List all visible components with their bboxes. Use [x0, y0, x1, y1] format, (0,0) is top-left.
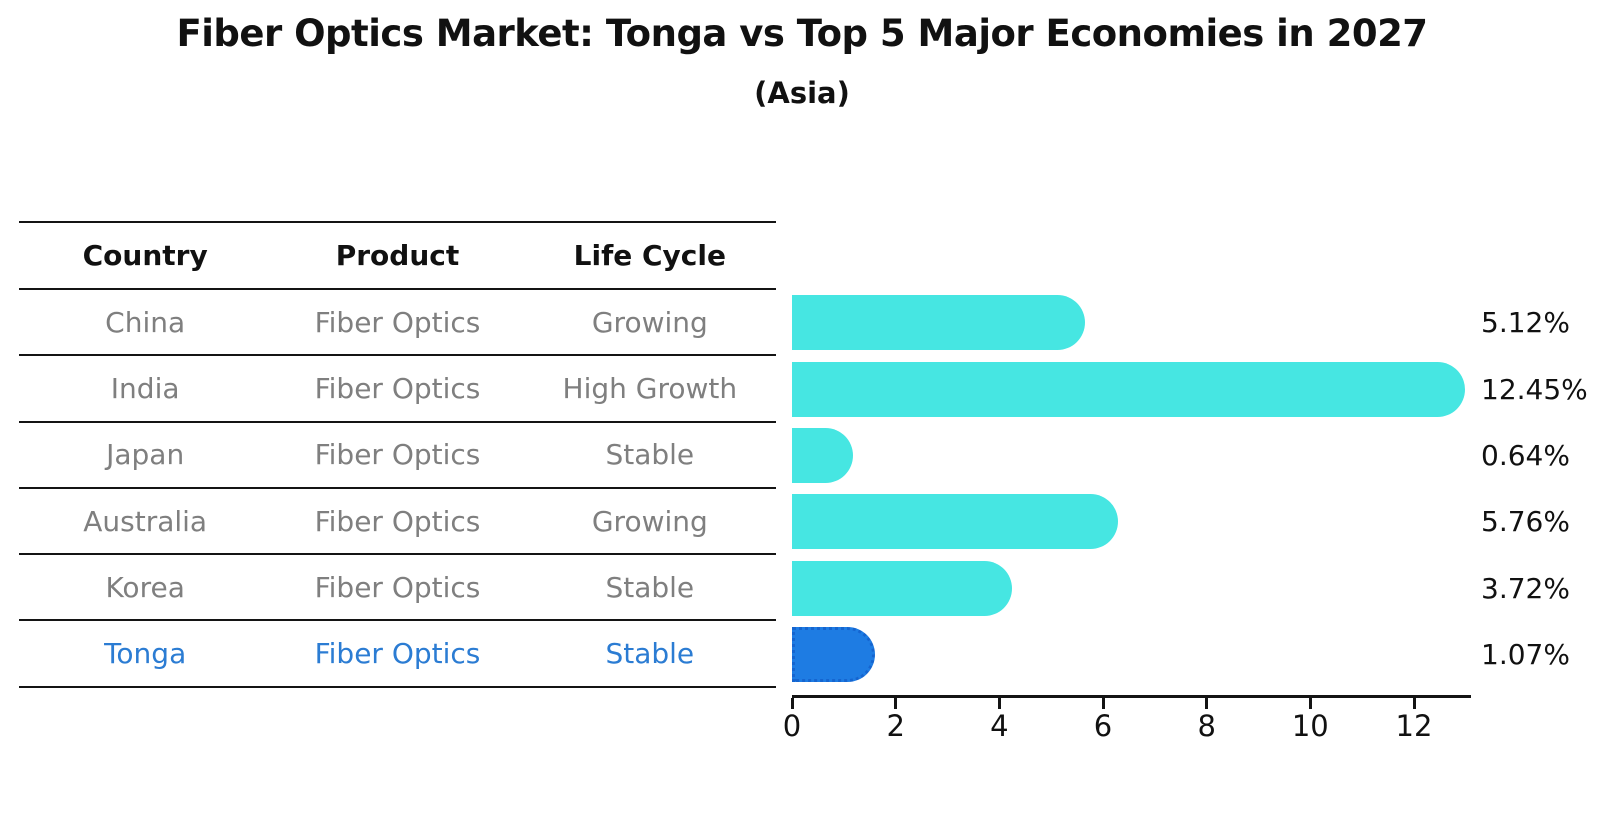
cell-life-cycle: High Growth [562, 371, 738, 405]
country-table: Country Product Life Cycle China Fiber O… [19, 221, 776, 688]
table-row: China Fiber Optics Growing [19, 290, 776, 357]
cell-product: Fiber Optics [314, 570, 481, 604]
x-tick-label: 4 [990, 709, 1009, 743]
table-header-row: Country Product Life Cycle [19, 223, 776, 290]
x-tick-mark [790, 698, 794, 709]
cell-life-cycle: Stable [605, 570, 695, 604]
chart-title: Fiber Optics Market: Tonga vs Top 5 Majo… [176, 12, 1428, 55]
x-axis-line [792, 695, 1471, 698]
column-header-product: Product [335, 239, 460, 272]
table-row: Korea Fiber Optics Stable [19, 555, 776, 622]
x-tick-label: 8 [1197, 709, 1216, 743]
x-tick-label: 6 [1093, 709, 1113, 743]
cell-country: Japan [106, 438, 185, 472]
x-tick-label: 12 [1395, 709, 1433, 743]
x-tick-mark [1101, 698, 1105, 709]
bar-tonga [792, 627, 875, 682]
x-tick-mark [997, 698, 1001, 709]
table-row: Japan Fiber Optics Stable [19, 423, 776, 489]
column-header-country: Country [82, 239, 208, 272]
x-tick-label: 10 [1291, 709, 1329, 743]
bar-value-label: 5.76% [1481, 505, 1570, 538]
x-tick-label: 2 [886, 709, 905, 743]
bar-australia [792, 494, 1119, 549]
cell-country: Korea [105, 570, 185, 604]
bar-value-label: 1.07% [1481, 638, 1570, 671]
bar-india [792, 362, 1465, 417]
cell-life-cycle: Growing [591, 504, 708, 538]
cell-country: China [105, 305, 186, 339]
bar-value-label: 0.64% [1481, 439, 1570, 472]
cell-life-cycle: Growing [591, 305, 708, 339]
bar-chart: 0 2 4 6 8 10 12 [783, 0, 1471, 823]
bar-value-label: 5.12% [1481, 306, 1570, 339]
column-header-life-cycle: Life Cycle [573, 239, 726, 272]
x-tick-mark [1308, 698, 1312, 709]
x-tick-label: 0 [782, 709, 802, 743]
cell-product: Fiber Optics [314, 305, 481, 339]
cell-product: Fiber Optics [314, 371, 481, 405]
x-tick-mark [894, 698, 898, 709]
bar-korea [792, 561, 1013, 616]
table-row-tonga: Tonga Fiber Optics Stable [19, 621, 776, 688]
cell-life-cycle: Stable [605, 637, 695, 671]
chart-subtitle: (Asia) [754, 76, 850, 110]
cell-product: Fiber Optics [314, 504, 481, 538]
cell-product: Fiber Optics [314, 637, 481, 671]
bar-japan [792, 428, 853, 483]
bar-value-label: 12.45% [1481, 373, 1588, 406]
table-row: Australia Fiber Optics Growing [19, 489, 776, 556]
cell-country: Tonga [104, 637, 187, 671]
table-row: India Fiber Optics High Growth [19, 356, 776, 423]
cell-life-cycle: Stable [605, 438, 695, 472]
bar-china [792, 295, 1085, 350]
cell-country: India [110, 371, 180, 405]
bar-value-label: 3.72% [1481, 572, 1570, 605]
x-tick-mark [1205, 698, 1209, 709]
cell-product: Fiber Optics [314, 438, 481, 472]
cell-country: Australia [83, 504, 208, 538]
x-tick-mark [1412, 698, 1416, 709]
